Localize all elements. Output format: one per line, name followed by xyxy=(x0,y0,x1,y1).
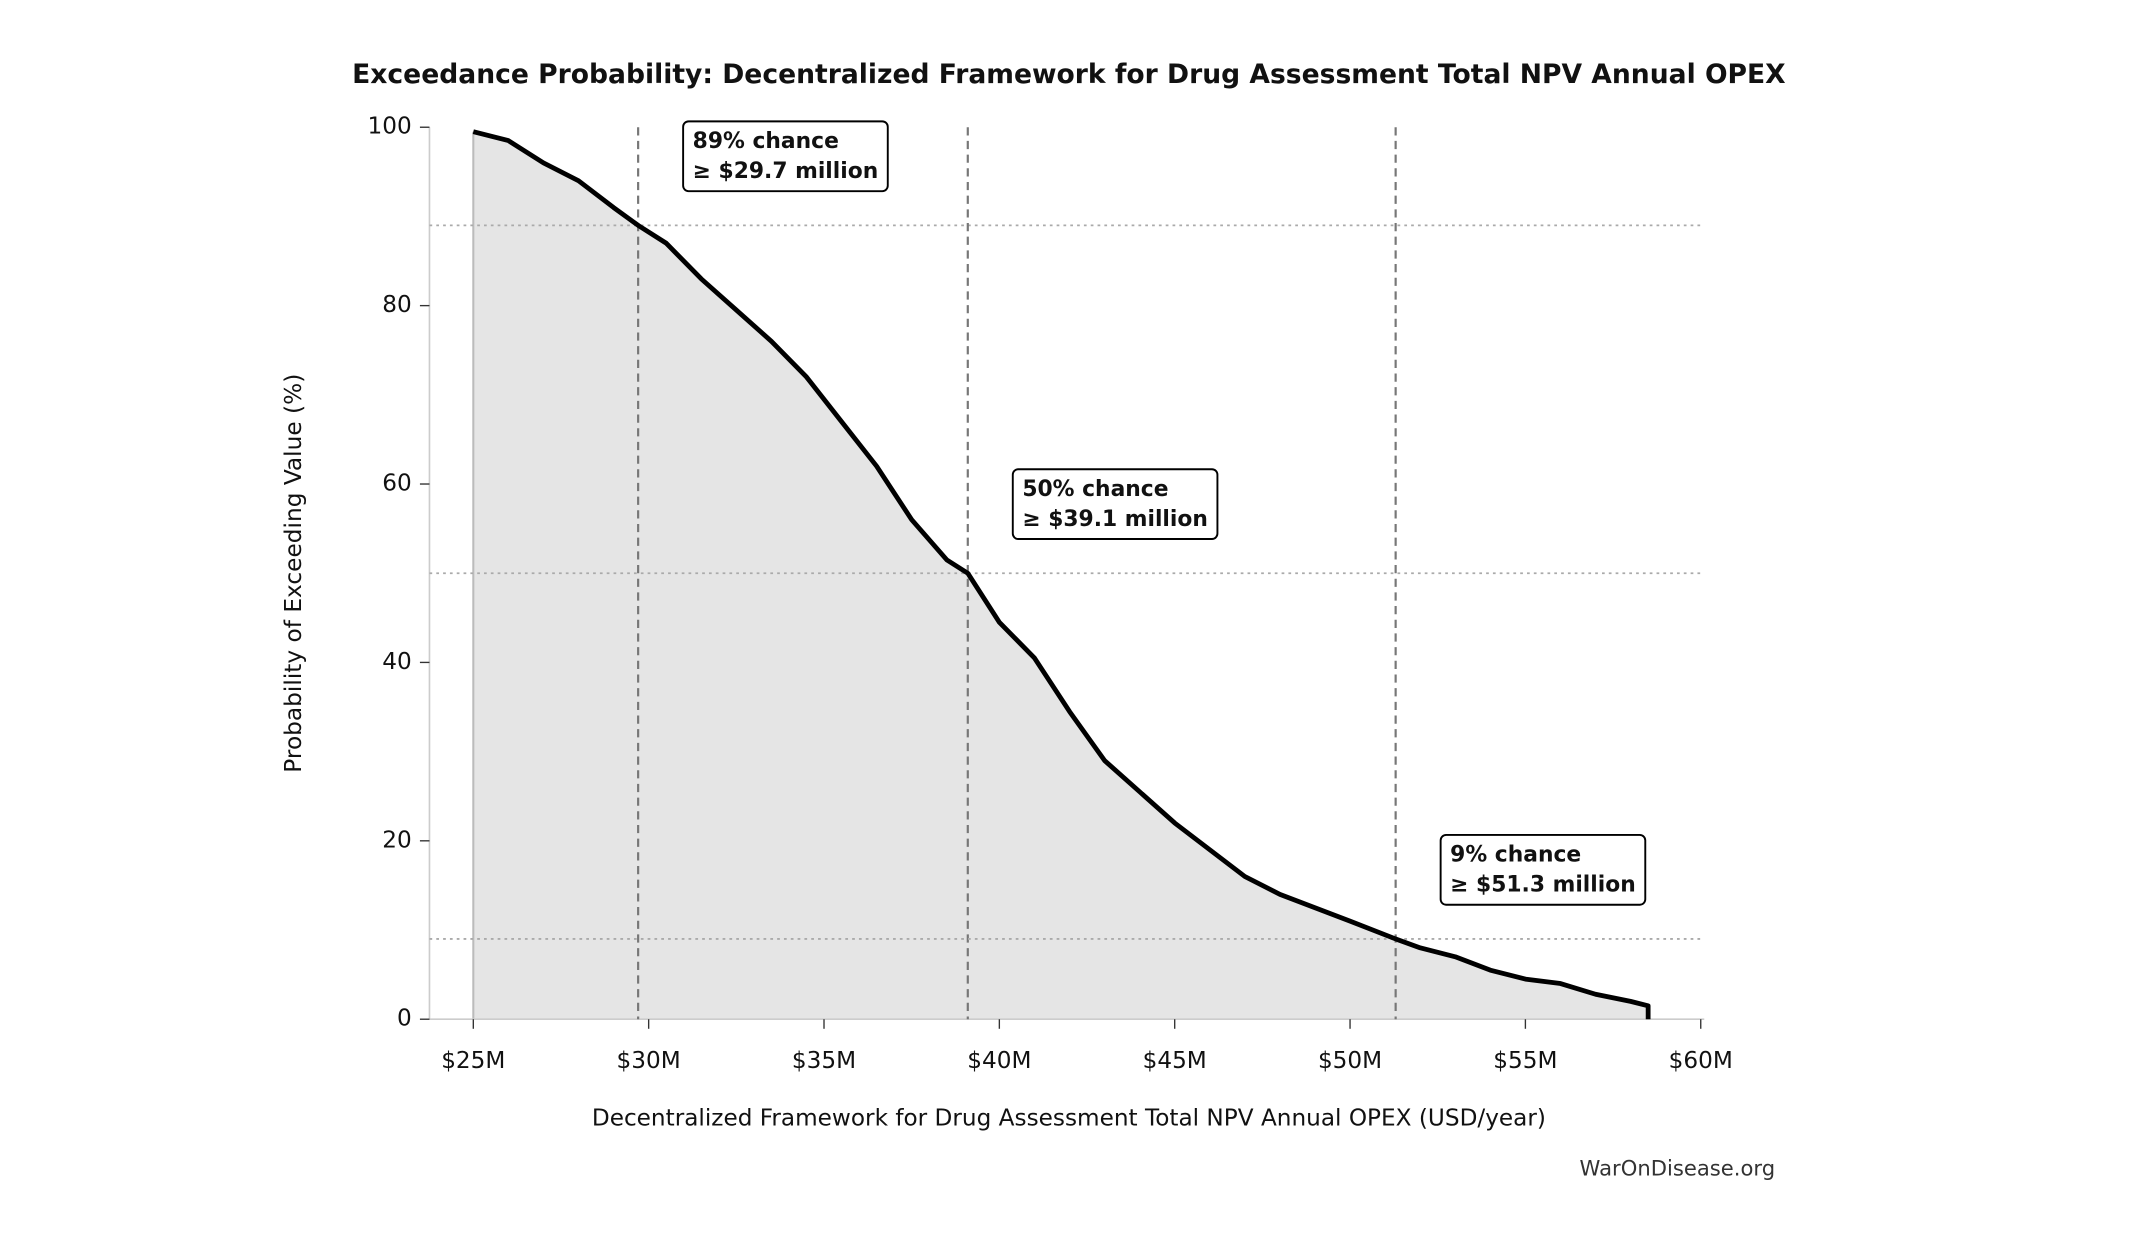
line xyxy=(472,129,1651,1020)
x-tick-label: $40M xyxy=(967,1047,1031,1074)
annotation: 50% chance ≥ $39.1 million xyxy=(1011,468,1219,540)
annotation-text: ≥ $39.1 million xyxy=(1022,507,1208,532)
source-label: WarOnDisease.org xyxy=(1580,1156,1776,1181)
annotation-text: 9% chance xyxy=(1450,842,1581,867)
y-tick-label: 40 xyxy=(382,648,411,675)
x-tick-label: $25M xyxy=(441,1047,505,1074)
x-tick-label: $55M xyxy=(1493,1047,1557,1074)
chart-title: Exceedance Probability: Decentralized Fr… xyxy=(352,59,1786,90)
y-tick-label: 60 xyxy=(382,469,411,496)
annotation-box xyxy=(1439,834,1647,906)
annotation-box xyxy=(682,120,889,193)
annotation: 9% chance ≥ $51.3 million xyxy=(1439,834,1647,906)
annotation-text: 89% chance xyxy=(693,129,839,154)
y-tick-label: 100 xyxy=(368,113,412,140)
y-axis-label: Probability of Exceeding Value (%) xyxy=(280,374,307,773)
annotation: 89% chance ≥ $29.7 million xyxy=(682,120,889,193)
x-tick-label: $45M xyxy=(1143,1047,1207,1074)
x-axis-label: Decentralized Framework for Drug Assessm… xyxy=(592,1105,1546,1132)
y-tick-label: 0 xyxy=(397,1005,412,1032)
annotation-text: ≥ $51.3 million xyxy=(1450,873,1636,898)
y-tick-label: 80 xyxy=(382,291,411,318)
annotation-text: 50% chance xyxy=(1022,477,1168,502)
x-tick-label: $50M xyxy=(1318,1047,1382,1074)
annotation-box xyxy=(1011,468,1219,540)
area xyxy=(473,131,1649,1020)
x-tick-label: $30M xyxy=(617,1047,681,1074)
annotation-text: ≥ $29.7 million xyxy=(693,159,879,184)
x-tick-label: $60M xyxy=(1669,1047,1733,1074)
x-tick-label: $35M xyxy=(792,1047,856,1074)
y-tick-label: 20 xyxy=(382,826,411,853)
